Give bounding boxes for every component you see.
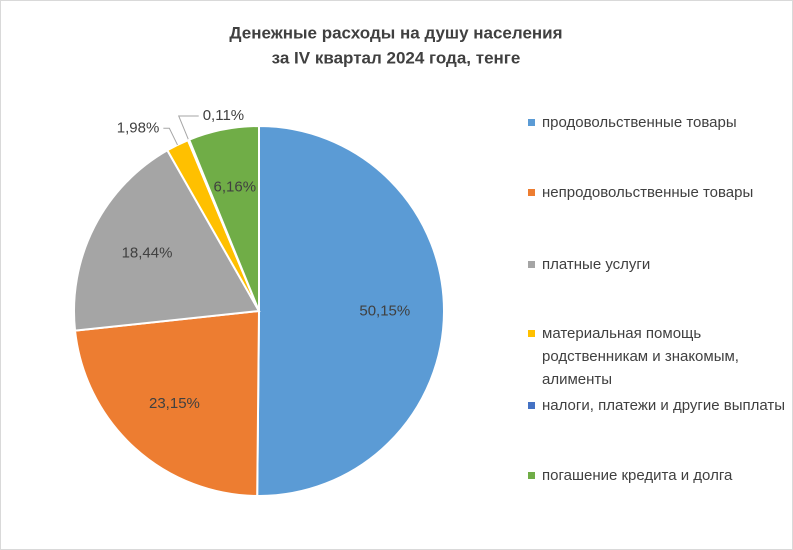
legend-item: материальная помощь родственникам и знак… bbox=[526, 322, 788, 391]
data-label: 1,98% bbox=[117, 119, 160, 136]
legend-label: материальная помощь родственникам и знак… bbox=[542, 325, 739, 388]
data-label: 18,44% bbox=[122, 245, 173, 262]
legend-item: непродовольственные товары bbox=[526, 181, 788, 204]
legend-item: налоги, платежи и другие выплаты bbox=[526, 394, 788, 417]
pie-slice bbox=[256, 124, 446, 497]
legend-label: налоги, платежи и другие выплаты bbox=[542, 397, 786, 414]
chart-title: Денежные расходы на душу населения bbox=[229, 23, 562, 42]
chart-title: за IV квартал 2024 года, тенге bbox=[272, 48, 521, 67]
legend-swatch bbox=[528, 472, 535, 479]
leader-line bbox=[177, 115, 199, 141]
pie-slice bbox=[73, 148, 261, 332]
legend-label: погашение кредита и долга bbox=[542, 467, 733, 484]
data-label: 23,15% bbox=[149, 395, 200, 412]
legend-item: погашение кредита и долга bbox=[526, 464, 788, 487]
legend-item: продовольственные товары bbox=[526, 111, 788, 134]
pie-slice bbox=[187, 124, 260, 312]
leader-line bbox=[163, 127, 178, 146]
legend-swatch bbox=[528, 330, 535, 337]
legend-swatch bbox=[528, 261, 535, 268]
data-label: 0,11% bbox=[203, 107, 244, 124]
legend-label: продовольственные товары bbox=[542, 114, 737, 131]
data-label: 50,15% bbox=[359, 303, 410, 320]
legend-swatch bbox=[528, 119, 535, 126]
legend-label: непродовольственные товары bbox=[542, 184, 754, 201]
data-label: 6,16% bbox=[214, 179, 257, 196]
pie-slice bbox=[73, 309, 261, 498]
legend-item: платные услуги bbox=[526, 253, 788, 276]
legend-label: платные услуги bbox=[542, 256, 651, 273]
legend-swatch bbox=[528, 402, 535, 409]
legend-swatch bbox=[528, 189, 535, 196]
